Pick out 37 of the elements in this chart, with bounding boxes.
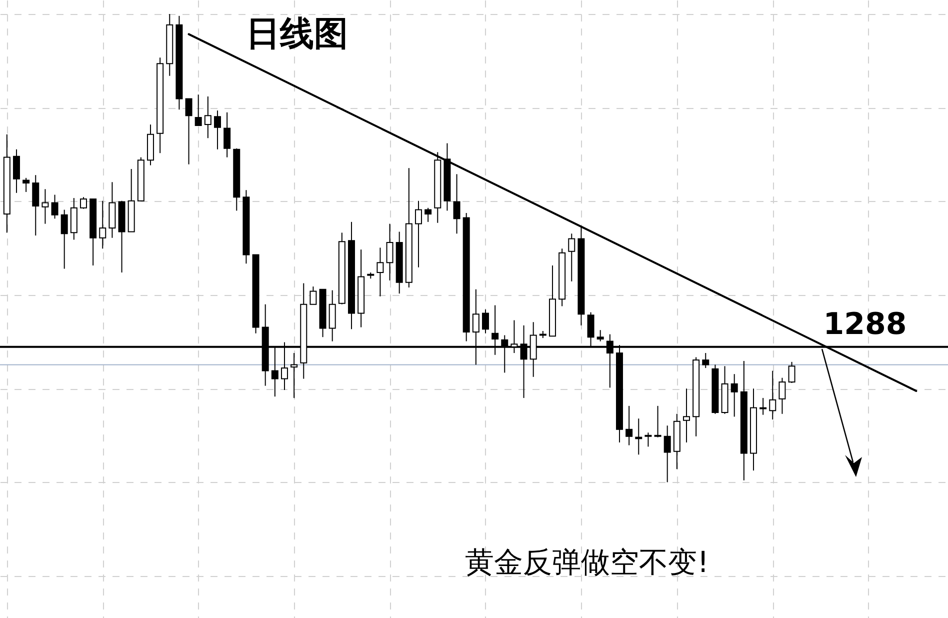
candlestick <box>376 247 384 297</box>
candlestick <box>328 290 336 342</box>
candlestick <box>12 148 20 194</box>
candlestick <box>60 209 68 270</box>
candlestick <box>654 405 662 438</box>
candlestick <box>778 377 786 414</box>
candlestick <box>453 174 460 234</box>
chart-title: 日线图 <box>246 14 348 54</box>
candlestick <box>310 286 317 305</box>
candlestick <box>682 388 690 443</box>
annotation: 1288 <box>823 307 907 342</box>
candlestick <box>386 223 394 281</box>
candlestick <box>99 200 106 250</box>
candlestick <box>730 374 738 418</box>
candlestick <box>664 425 671 483</box>
candlestick <box>224 112 231 158</box>
candlestick <box>194 94 202 126</box>
candlestick <box>32 174 40 236</box>
candlestick <box>204 96 212 139</box>
candlestick <box>568 233 576 282</box>
candlestick <box>788 361 796 384</box>
candlestick <box>769 370 776 420</box>
candlestick <box>185 98 192 165</box>
candlestick <box>80 196 87 210</box>
candlestick <box>290 352 298 398</box>
candlestick <box>644 432 652 448</box>
candlestick <box>482 308 489 334</box>
text: 黄金反弹做空不变! <box>465 545 709 579</box>
candlestick <box>596 330 604 342</box>
candlestick <box>22 177 30 192</box>
candlestick <box>214 110 221 150</box>
candlestick <box>414 200 422 268</box>
candlestick <box>51 194 58 220</box>
candlestick <box>424 207 432 222</box>
candlestick <box>702 352 710 368</box>
candlestick <box>626 405 633 446</box>
candlestick <box>42 188 49 224</box>
